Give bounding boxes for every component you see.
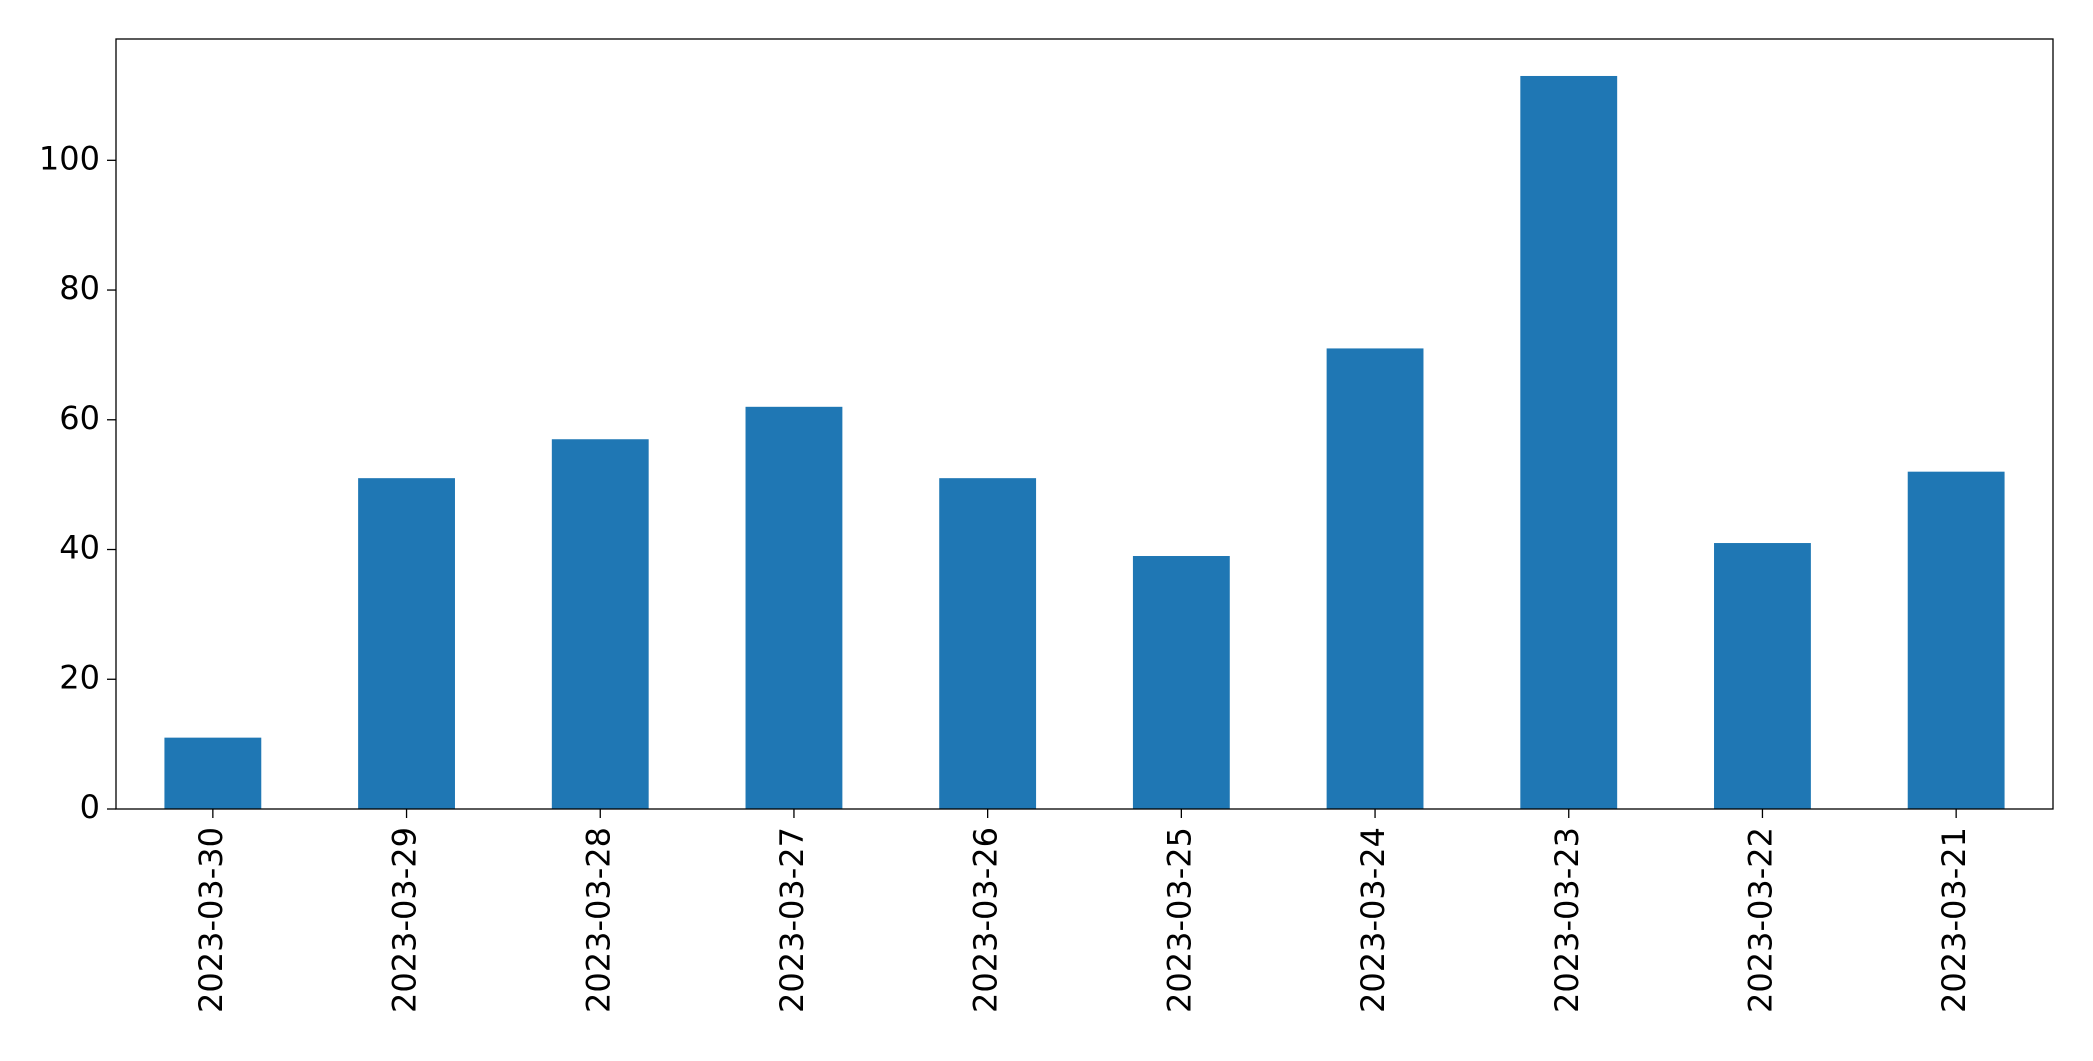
bar	[1132, 556, 1230, 809]
y-tick-label: 40	[59, 529, 100, 567]
x-tick-label: 2023-03-22	[1741, 827, 1779, 1013]
bar	[1714, 543, 1811, 809]
x-tick-label: 2023-03-28	[579, 827, 617, 1013]
x-tick-label: 2023-03-30	[192, 827, 230, 1013]
y-tick-label: 60	[59, 399, 100, 437]
x-tick-label: 2023-03-21	[1935, 827, 1973, 1013]
bar	[939, 478, 1037, 809]
y-tick-label: 20	[59, 658, 100, 696]
plot-frame	[115, 38, 2054, 810]
y-tick-label: 80	[59, 269, 100, 307]
x-tick-label: 2023-03-25	[1160, 827, 1198, 1013]
bar	[358, 478, 455, 809]
y-tick-label: 0	[80, 788, 100, 826]
bar	[164, 737, 262, 809]
bar	[745, 406, 843, 809]
bar	[1907, 471, 2005, 809]
bar	[1326, 348, 1424, 809]
bar	[551, 439, 649, 809]
x-tick-label: 2023-03-27	[773, 827, 811, 1013]
x-tick-label: 2023-03-26	[967, 827, 1005, 1013]
x-tick-label: 2023-03-24	[1354, 827, 1392, 1013]
y-tick-label: 100	[39, 139, 100, 177]
x-tick-label: 2023-03-29	[386, 827, 424, 1013]
bar	[1520, 75, 1618, 809]
x-tick-label: 2023-03-23	[1548, 827, 1586, 1013]
